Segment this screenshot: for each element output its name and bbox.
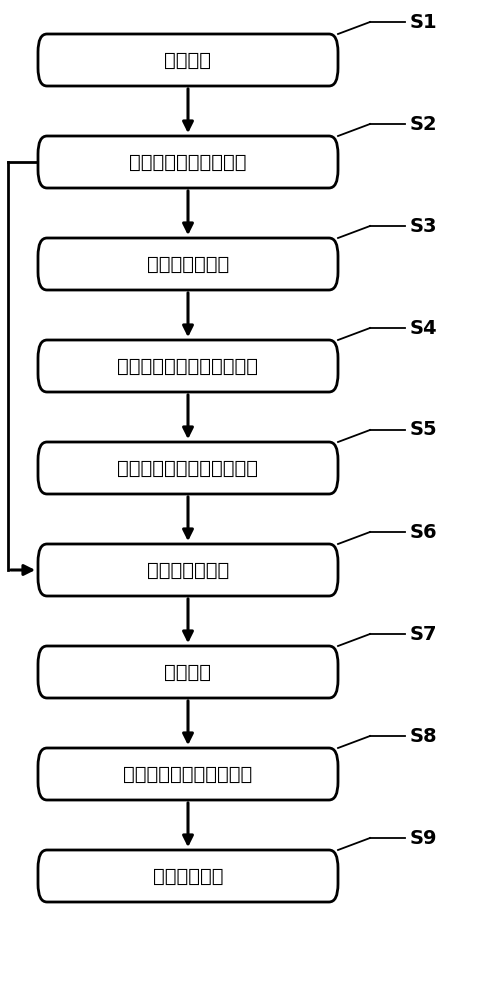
Text: S9: S9 bbox=[409, 828, 437, 848]
Text: 检测结果输出: 检测结果输出 bbox=[152, 866, 223, 886]
FancyBboxPatch shape bbox=[38, 850, 337, 902]
Text: 重构切片图像，定位缺陷: 重构切片图像，定位缺陷 bbox=[123, 764, 252, 784]
FancyBboxPatch shape bbox=[38, 34, 337, 86]
FancyBboxPatch shape bbox=[38, 646, 337, 698]
Text: 第一阶网络输出，性能分析: 第一阶网络输出，性能分析 bbox=[117, 357, 258, 375]
Text: S8: S8 bbox=[409, 726, 437, 746]
Text: S7: S7 bbox=[409, 624, 437, 644]
Text: 网络决策: 网络决策 bbox=[164, 662, 211, 682]
Text: S4: S4 bbox=[409, 319, 437, 338]
Text: S1: S1 bbox=[409, 12, 437, 31]
Text: S5: S5 bbox=[409, 420, 437, 439]
Text: S3: S3 bbox=[409, 217, 437, 235]
Text: S6: S6 bbox=[409, 522, 437, 541]
FancyBboxPatch shape bbox=[38, 340, 337, 392]
Text: 图像获取: 图像获取 bbox=[164, 50, 211, 69]
Text: 图像前处理，特征提取: 图像前处理，特征提取 bbox=[129, 152, 246, 171]
FancyBboxPatch shape bbox=[38, 442, 337, 494]
Text: 输入待检测图像: 输入待检测图像 bbox=[147, 560, 228, 579]
Text: S2: S2 bbox=[409, 114, 437, 133]
FancyBboxPatch shape bbox=[38, 748, 337, 800]
FancyBboxPatch shape bbox=[38, 544, 337, 596]
Text: 调整样本，第二阶网络训练: 调整样本，第二阶网络训练 bbox=[117, 458, 258, 478]
Text: 第一阶网络训练: 第一阶网络训练 bbox=[147, 254, 228, 273]
FancyBboxPatch shape bbox=[38, 238, 337, 290]
FancyBboxPatch shape bbox=[38, 136, 337, 188]
